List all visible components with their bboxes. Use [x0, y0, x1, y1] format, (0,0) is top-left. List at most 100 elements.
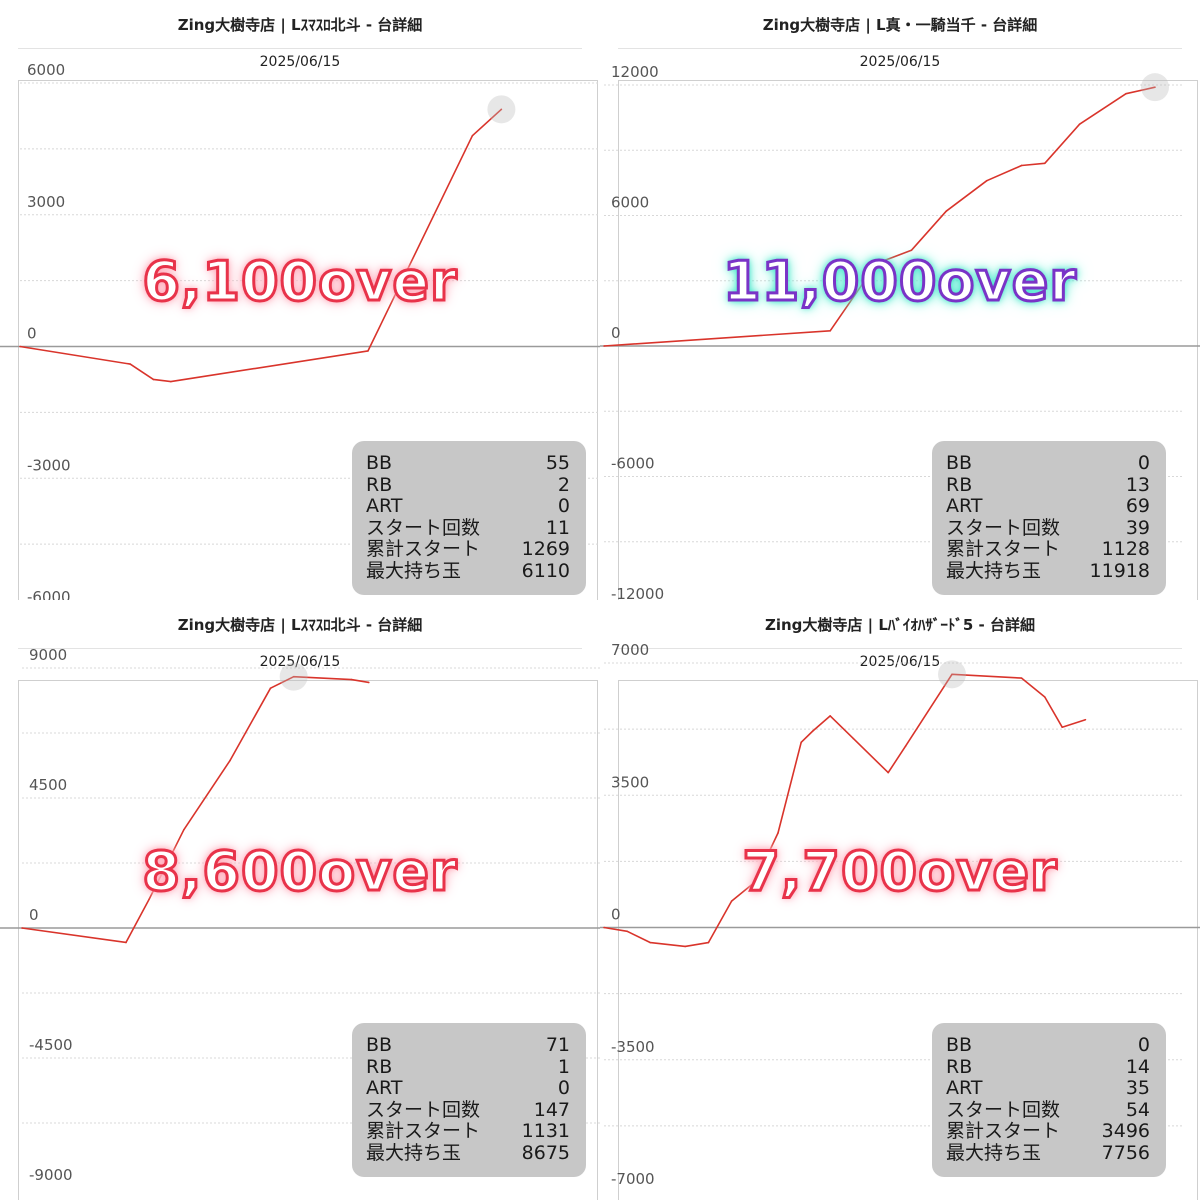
stat-label: 累計スタート — [946, 538, 1061, 560]
stat-label: スタート回数 — [366, 1098, 481, 1121]
profit-overlay-text: 7,700over — [741, 839, 1058, 905]
chart-panel-1: Zing大樹寺店 | Lｽﾏｽﾛ北斗 - 台詳細 2025/06/15 6000… — [0, 0, 600, 600]
data-point — [152, 378, 155, 381]
series-line — [603, 673, 1086, 948]
line-chart-2: 12000 6000 0 -6000 -12000 — [600, 63, 1200, 600]
data-point — [368, 681, 370, 684]
data-point — [649, 941, 652, 944]
stat-value: 55 — [545, 452, 570, 474]
hover-marker — [1141, 73, 1169, 102]
data-point — [603, 345, 605, 347]
y-tick-label: 0 — [27, 325, 37, 343]
stat-label: ART — [366, 495, 403, 517]
stat-value: 14 — [1125, 1055, 1150, 1078]
title-divider — [618, 48, 1182, 49]
plot-area-border — [18, 80, 598, 600]
stat-label: BB — [946, 452, 973, 474]
profit-overlay-text: 6,100over — [141, 249, 458, 315]
data-point — [910, 249, 913, 252]
stat-label: 累計スタート — [366, 538, 481, 560]
stat-value: 1131 — [521, 1120, 570, 1142]
stat-row: ART 35 — [946, 1077, 1150, 1100]
data-point — [707, 941, 710, 944]
stat-label: BB — [366, 1034, 393, 1056]
data-point — [684, 945, 686, 948]
panel-date: 2025/06/15 — [859, 54, 941, 70]
data-point — [367, 350, 369, 352]
stat-row: 累計スタート 3496 — [946, 1120, 1150, 1143]
data-point — [852, 737, 855, 740]
data-point — [603, 926, 605, 929]
stat-label: RB — [366, 1055, 393, 1078]
data-point — [1078, 123, 1081, 125]
data-point — [829, 715, 831, 717]
stats-box: BB 0 RB 14 ART 35 スタート回数 54 累計スタート 3496 最大持ち玉 7756 — [932, 1023, 1166, 1177]
data-point — [500, 108, 503, 111]
stat-row: 最大持ち玉 11918 — [946, 559, 1150, 583]
data-point — [125, 941, 127, 944]
y-tick-label: 3000 — [27, 193, 65, 211]
stat-value: 69 — [1125, 495, 1150, 517]
y-tick-label: -6000 — [27, 588, 71, 600]
stat-row: スタート回数 11 — [366, 516, 570, 540]
stat-row: 累計スタート 1128 — [946, 538, 1150, 561]
y-tick-label: -12000 — [611, 585, 664, 600]
stat-value: 3496 — [1101, 1120, 1150, 1142]
data-point — [148, 898, 150, 900]
panel-date: 2025/06/15 — [259, 654, 341, 670]
y-tick-label: 3500 — [611, 773, 649, 791]
line-chart-4: 7000 3500 0 -3500 -7000 — [600, 641, 1200, 1188]
stat-label: 最大持ち玉 — [366, 1141, 462, 1164]
data-point — [812, 730, 814, 732]
data-point — [777, 832, 779, 834]
stat-label: スタート回数 — [366, 516, 481, 539]
profit-overlay-text: 8,600over — [141, 839, 458, 905]
stat-label: スタート回数 — [946, 1098, 1061, 1121]
data-point — [1154, 86, 1156, 88]
panel-title: Zing大樹寺店 | L真・一騎当千 - 台詳細 — [762, 16, 1038, 34]
data-point — [904, 745, 907, 747]
y-tick-label: 4500 — [29, 776, 67, 794]
y-tick-label: -4500 — [29, 1036, 73, 1054]
plot-area-border — [18, 680, 598, 1200]
stat-label: ART — [366, 1077, 403, 1099]
y-tick-label: -6000 — [611, 455, 655, 473]
y-tick-label: 12000 — [611, 63, 659, 81]
data-point — [986, 179, 988, 182]
y-tick-label: 0 — [611, 324, 621, 342]
data-point — [129, 363, 131, 365]
stat-row: RB 1 — [366, 1055, 570, 1079]
data-point — [471, 134, 474, 137]
line-chart-3: 9000 4500 0 -4500 -9000 — [0, 646, 600, 1184]
y-tick-label: 6000 — [27, 61, 65, 79]
stat-value: 0 — [1137, 452, 1150, 474]
stat-value: 71 — [545, 1034, 570, 1056]
stat-value: 147 — [533, 1098, 570, 1121]
stat-value: 8675 — [521, 1141, 570, 1164]
stats-box: BB 55 RB 2 ART 0 スタート回数 11 累計スタート 1269 最大持ち玉 6110 — [352, 441, 586, 595]
stat-label: 累計スタート — [946, 1120, 1061, 1142]
stat-row: BB 55 — [366, 452, 570, 475]
stat-row: 累計スタート 1131 — [366, 1120, 570, 1143]
data-point — [19, 345, 21, 348]
chart-panel-3: Zing大樹寺店 | Lｽﾏｽﾛ北斗 - 台詳細 2025/06/15 9000… — [0, 600, 600, 1200]
stat-value: 1269 — [521, 538, 570, 560]
title-divider — [18, 648, 582, 649]
data-point — [292, 675, 295, 678]
y-tick-label: -9000 — [29, 1166, 73, 1184]
stat-label: RB — [946, 1055, 973, 1078]
stat-row: ART 69 — [946, 495, 1150, 518]
stats-box: BB 71 RB 1 ART 0 スタート回数 147 累計スタート 1131 最大持ち玉 8675 — [352, 1023, 586, 1177]
stat-row: BB 0 — [946, 1034, 1150, 1057]
stat-row: スタート回数 54 — [946, 1098, 1150, 1122]
y-tick-label: -3000 — [27, 456, 71, 474]
stat-value: 7756 — [1101, 1141, 1150, 1164]
chart-panel-4: Zing大樹寺店 | Lﾊﾞｲｵﾊｻﾞｰﾄﾞ5 - 台詳細 2025/06/15… — [600, 600, 1200, 1200]
data-point — [1020, 677, 1023, 679]
stat-row: スタート回数 39 — [946, 517, 1150, 540]
stat-value: 0 — [557, 1077, 570, 1099]
stat-row: 累計スタート 1269 — [366, 538, 570, 561]
stat-value: 0 — [557, 495, 570, 517]
stat-label: 最大持ち玉 — [946, 559, 1042, 582]
y-tick-label: 7000 — [611, 641, 649, 659]
